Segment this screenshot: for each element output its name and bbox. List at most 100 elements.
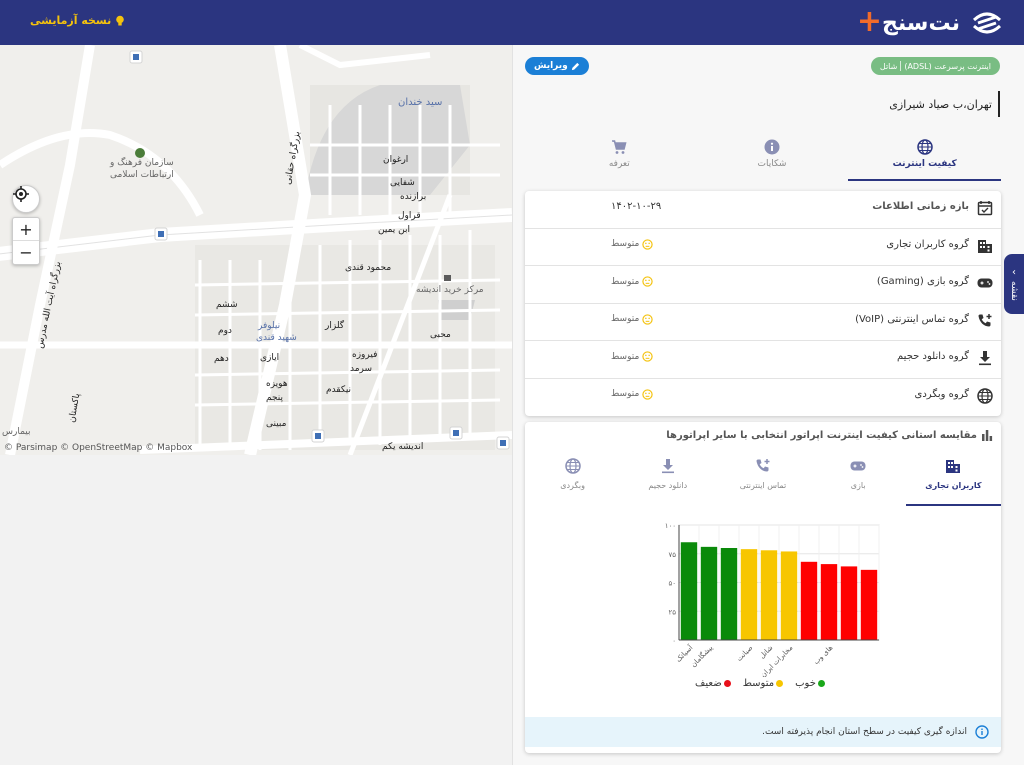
row-label: گروه وبگردی <box>914 388 969 400</box>
logo[interactable]: + نت‌سنج <box>856 4 1004 39</box>
subtab-browsing[interactable]: وبگردی <box>525 452 620 506</box>
bar <box>800 561 818 640</box>
map-label: ارغوان <box>383 155 409 165</box>
map-label: شهید قندی <box>256 333 297 343</box>
row-status: متوسط <box>611 313 653 325</box>
building-icon <box>978 239 992 253</box>
comparison-tabs: کاربران تجاری بازی تماس اینترنتی دانلود … <box>525 452 1001 506</box>
y-tick-label: ۷۵ <box>668 551 676 559</box>
map-label: سید خندان <box>398 97 443 108</box>
info-icon <box>975 725 989 739</box>
note-text: اندازه گیری کیفیت در سطح استان انجام پذی… <box>762 727 967 737</box>
beta-label: نسخه آزمایشی <box>30 14 112 27</box>
info-circle-icon <box>764 139 780 155</box>
x-tick-label: های وب <box>812 644 834 666</box>
map-label: نیلوفر <box>258 321 281 331</box>
legend-item-good[interactable]: خوب <box>795 678 825 689</box>
bar <box>720 548 738 640</box>
beta-badge: نسخه آزمایشی <box>30 14 125 27</box>
map-label: هویزه <box>266 379 288 389</box>
comparison-card: مقایسه استانی کیفیت اینترنت اپراتور انتخ… <box>525 422 1001 753</box>
map-label: سرمد <box>350 364 373 374</box>
map-label: گلزار <box>325 321 345 331</box>
logo-mark-icon <box>972 12 1002 34</box>
map-label: محمود قندی <box>345 263 392 273</box>
crosshair-icon <box>13 186 29 202</box>
address-text: تهران،ب صیاد شیرازی <box>889 91 1000 117</box>
edit-button[interactable]: ویرایش <box>525 57 589 75</box>
building-icon <box>946 460 961 473</box>
legend-item-medium[interactable]: متوسط <box>742 678 784 689</box>
neutral-face-icon <box>642 351 653 362</box>
row-status: متوسط <box>611 276 653 287</box>
locate-button[interactable] <box>12 185 40 213</box>
legend-label: متوسط <box>742 678 775 689</box>
bar <box>760 550 778 640</box>
phone-plus-icon <box>978 313 992 326</box>
info-row-gaming: گروه بازی (Gaming) متوسط <box>525 266 1001 304</box>
main-tabs: کیفیت اینترنت شکایات تعرفه <box>543 135 1001 181</box>
globe-icon <box>916 139 933 155</box>
x-tick-label: صبانت <box>735 644 754 663</box>
comparison-title: مقایسه استانی کیفیت اینترنت اپراتور انتخ… <box>666 429 993 441</box>
map-label: سازمان فرهنگ و <box>110 158 174 168</box>
bar <box>820 564 838 640</box>
map-toggle-label: نقشه <box>1009 280 1019 301</box>
map-view[interactable]: سازمان فرهنگ و ارتباطات اسلامی سید خندان… <box>0 45 512 455</box>
bar <box>780 551 798 640</box>
subtab-business[interactable]: کاربران تجاری <box>905 452 1001 506</box>
zoom-out-button[interactable]: − <box>19 243 33 262</box>
top-bar: نسخه آزمایشی + نت‌سنج <box>0 0 1024 45</box>
row-status: متوسط <box>611 351 653 362</box>
bar <box>700 546 718 640</box>
subtab-download[interactable]: دانلود حجیم <box>620 452 715 506</box>
tab-label: تعرفه <box>608 159 630 169</box>
legend-dot <box>776 680 784 687</box>
row-label: بازه زمانی اطلاعات <box>872 201 969 212</box>
y-tick-label: ۰ <box>672 637 676 645</box>
map-label: محبی <box>430 330 451 340</box>
subtab-label: تماس اینترنتی <box>739 481 787 490</box>
quality-summary-card: بازه زمانی اطلاعات ۱۴۰۲-۱۰-۲۹ گروه کاربر… <box>525 191 1001 416</box>
y-tick-label: ۵۰ <box>668 580 676 588</box>
row-label: گروه بازی (Gaming) <box>876 276 969 287</box>
map-label: ایازی <box>260 353 280 363</box>
gamepad-icon <box>977 278 993 288</box>
subtab-gaming[interactable]: بازی <box>811 452 906 506</box>
subtab-label: وبگردی <box>560 481 585 490</box>
info-row-voip: گروه تماس اینترنتی (VoIP) متوسط <box>525 304 1001 341</box>
bar-chart-icon <box>982 430 993 441</box>
row-label: گروه دانلود حجیم <box>897 351 969 362</box>
map-toggle-tab[interactable]: ‹ نقشه <box>1004 254 1024 314</box>
row-status: متوسط <box>611 238 653 250</box>
subtab-voip[interactable]: تماس اینترنتی <box>715 452 810 506</box>
legend-label: ضعیف <box>695 678 722 689</box>
tab-tariff[interactable]: تعرفه <box>543 135 696 181</box>
status-text: متوسط <box>611 314 640 324</box>
neutral-face-icon <box>642 313 653 325</box>
edit-label: ویرایش <box>534 61 568 71</box>
info-note: اندازه گیری کیفیت در سطح استان انجام پذی… <box>525 717 1001 747</box>
logo-text: نت‌سنج <box>881 10 960 36</box>
bar <box>740 549 758 640</box>
tab-internet-quality[interactable]: کیفیت اینترنت <box>848 135 1001 181</box>
logo-plus-icon: + <box>856 4 882 39</box>
y-tick-label: ۱۰۰ <box>665 522 676 530</box>
legend-dot <box>723 680 731 687</box>
neutral-face-icon <box>642 388 653 400</box>
tab-complaints[interactable]: شکایات <box>696 135 849 181</box>
legend-label: خوب <box>795 678 816 689</box>
download-icon <box>661 459 674 474</box>
y-tick-label: ۲۵ <box>668 608 676 616</box>
zoom-in-button[interactable]: + <box>13 218 39 241</box>
legend-item-weak[interactable]: ضعیف <box>695 678 731 689</box>
map-label: اندیشه یکم <box>382 442 424 452</box>
info-row-date: بازه زمانی اطلاعات ۱۴۰۲-۱۰-۲۹ <box>525 191 1001 229</box>
map-attribution[interactable]: © Parsimap © OpenStreetMap © Mapbox <box>4 443 193 453</box>
subtab-label: دانلود حجیم <box>648 481 688 490</box>
map-label: دوم <box>218 326 232 336</box>
map-label: مرکز خرید اندیشه <box>416 285 484 295</box>
phone-plus-icon <box>756 459 770 472</box>
